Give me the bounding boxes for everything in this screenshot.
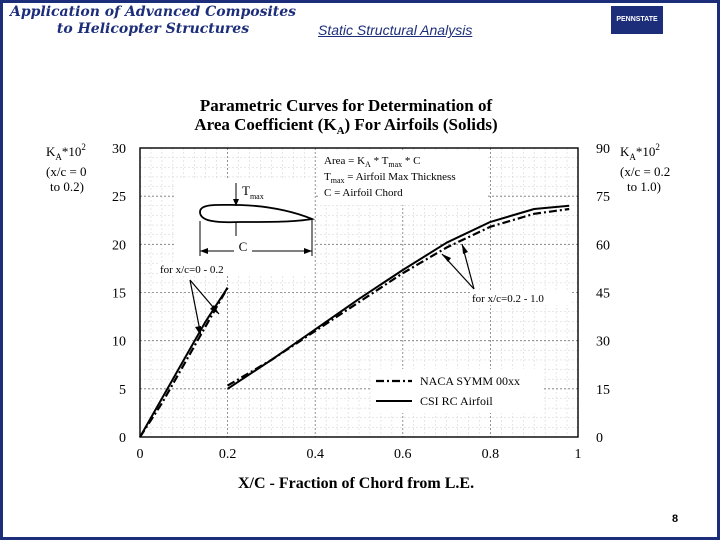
x-tick-label: 0.2 — [219, 447, 237, 462]
left-annotation-arrowhead-2 — [195, 326, 201, 336]
tmax-label: Tmax — [242, 183, 264, 201]
chord-label-background — [234, 240, 252, 254]
slide-title-line1: Application of Advanced Composites — [9, 4, 297, 20]
y-right-label-line1: KA*102 — [620, 142, 660, 162]
chord-label: C — [239, 239, 248, 254]
right-range-annotation-background — [470, 291, 570, 305]
frame-left-border — [0, 0, 3, 540]
y-left-label-line1: KA*102 — [46, 142, 86, 162]
chart-title-line2-b: ) For Airfoils (Solids) — [345, 115, 498, 134]
page-number: 8 — [672, 513, 679, 525]
y-left-tick-label: 10 — [112, 335, 126, 350]
formula-line1: Area = KA * Tmax * C — [324, 155, 420, 169]
pennstate-logo: PENNSTATE — [611, 6, 663, 34]
formula-box — [318, 150, 488, 205]
y-left-tick-label: 0 — [119, 431, 126, 446]
x-tick-labels: 0 0.2 0.4 0.6 0.8 1 — [137, 447, 582, 462]
y-right-tick-label: 15 — [596, 383, 610, 398]
y-right-tick-label: 90 — [596, 142, 610, 157]
y-left-tick-label: 25 — [112, 190, 126, 205]
right-annotation-arrowhead-2 — [462, 244, 468, 254]
frame-top-border — [0, 0, 720, 3]
y-left-tick-labels: 0 5 10 15 20 25 30 — [112, 142, 126, 446]
legend-label-naca: NACA SYMM 00xx — [420, 374, 520, 388]
chart-title-line2-sub: A — [337, 125, 345, 137]
x-axis-label: X/C - Fraction of Chord from L.E. — [238, 475, 474, 492]
y-right-tick-label: 45 — [596, 287, 610, 302]
y-left-label-line2: (x/c = 0 — [46, 164, 87, 179]
legend-background — [372, 369, 542, 413]
chord-arrow-left — [200, 248, 208, 254]
chord-arrow-right — [304, 248, 312, 254]
plot-frame — [139, 147, 579, 438]
frame-bottom-border — [0, 537, 720, 540]
y-right-axis-label: KA*102 (x/c = 0.2 to 1.0) — [620, 142, 670, 194]
y-left-axis-label: KA*102 (x/c = 0 to 0.2) — [46, 142, 87, 194]
formula-line2: Tmax = Airfoil Max Thickness — [324, 171, 456, 185]
slide-title: Application of Advanced Composites to He… — [8, 4, 298, 38]
slide-title-line2: to Helicopter Structures — [56, 21, 250, 37]
left-annotation-arrowhead-1 — [210, 305, 219, 314]
chart-title-line1: Parametric Curves for Determination of — [200, 96, 493, 115]
y-right-label-line2: (x/c = 0.2 — [620, 164, 670, 179]
legend-label-csi: CSI RC Airfoil — [420, 394, 493, 408]
y-right-tick-label: 30 — [596, 335, 610, 350]
x-tick-label: 0.8 — [482, 447, 500, 462]
y-left-tick-label: 15 — [112, 287, 126, 302]
y-right-tick-label: 75 — [596, 190, 610, 205]
left-range-annotation: for x/c=0 - 0.2 — [160, 264, 224, 276]
chart-title-line2-a: Area Coefficient (K — [194, 115, 337, 134]
legend: NACA SYMM 00xx CSI RC Airfoil — [372, 369, 542, 413]
x-tick-label: 1 — [575, 447, 582, 462]
slide-subtitle: Static Structural Analysis — [318, 22, 473, 38]
y-left-label-line3: to 0.2) — [50, 179, 84, 194]
series-csi-right-curve — [227, 204, 570, 390]
right-range-annotation: for x/c=0.2 - 1.0 — [472, 293, 544, 305]
x-tick-label: 0 — [137, 447, 144, 462]
frame-right-border — [717, 0, 720, 540]
y-right-label-line3: to 1.0) — [627, 179, 661, 194]
series-naca-left-curve — [139, 287, 229, 438]
y-left-tick-label: 5 — [119, 383, 126, 398]
airfoil-sketch: Tmax C — [176, 178, 316, 274]
x-tick-label: 0.4 — [306, 447, 324, 462]
x-tick-label: 0.6 — [394, 447, 412, 462]
right-annotation-arrowhead-1 — [442, 254, 451, 262]
airfoil-sketch-background — [176, 178, 314, 274]
y-right-tick-label: 0 — [596, 431, 603, 446]
tmax-arrow-head — [233, 199, 239, 206]
y-right-tick-label: 60 — [596, 238, 610, 253]
y-right-tick-labels: 0 15 30 45 60 75 90 — [596, 142, 610, 446]
y-left-tick-label: 20 — [112, 238, 126, 253]
y-left-tick-label: 30 — [112, 142, 126, 157]
chart-title-line2: Area Coefficient (KA) For Airfoils (Soli… — [194, 115, 497, 137]
left-range-annotation-background — [158, 262, 274, 276]
formula-line3: C = Airfoil Chord — [324, 187, 403, 199]
